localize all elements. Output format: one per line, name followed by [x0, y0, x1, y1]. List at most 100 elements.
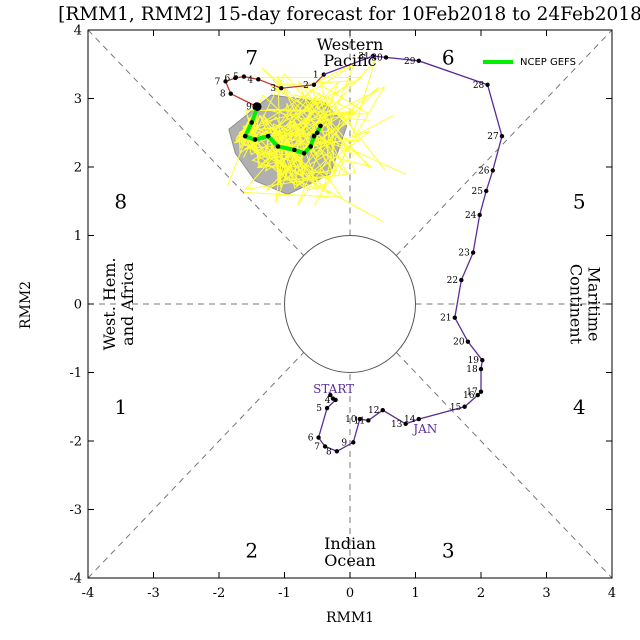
jan-day-label-20: 20: [453, 338, 465, 348]
feb-day-point-7: [223, 79, 228, 84]
jan-day-point-9: [351, 440, 356, 445]
feb-day-point-5: [241, 74, 247, 79]
feb-day-label-7: 7: [215, 77, 221, 87]
ensemble-mean-point-10: [311, 133, 317, 139]
y-tick-label-0: -4: [69, 572, 82, 587]
x-tick-label-6: 2: [477, 586, 485, 601]
y-tick-label-8: 4: [74, 24, 82, 39]
ensemble-mean-point-6: [275, 144, 281, 149]
unit-circle: [284, 235, 416, 373]
jan-day-point-24: [477, 212, 482, 218]
jan-day-label-18: 18: [466, 365, 478, 375]
jan-day-label-28: 28: [473, 81, 485, 91]
jan-day-label-13: 13: [391, 420, 403, 430]
jan-day-label-22: 22: [447, 276, 458, 286]
phase-label-7: 7: [245, 45, 258, 69]
ensemble-mean: [242, 106, 323, 156]
feb-day-point-6: [233, 75, 238, 81]
jan-day-point-18: [478, 366, 484, 372]
jan-trajectory-line: [317, 55, 503, 452]
x-axis-label: RMM1: [326, 610, 374, 626]
jan-day-label-30: 30: [371, 53, 383, 63]
x-tick-label-1: -3: [147, 586, 160, 601]
phase-label-8: 8: [114, 189, 127, 213]
phase-guides: [87, 29, 613, 579]
jan-day-point-6: [316, 435, 321, 440]
jan-day-point-19: [480, 357, 485, 363]
phase-label-3: 3: [442, 539, 455, 563]
jan-day-label-31: 31: [358, 52, 369, 62]
jan-day-point-28: [485, 82, 490, 88]
region-label-right-1: Maritime: [585, 267, 604, 342]
phase-label-6: 6: [442, 45, 455, 69]
jan-day-point-29: [416, 58, 421, 64]
y-tick-label-3: -1: [69, 366, 82, 381]
region-label-left: West. Hem. and Africa: [100, 257, 137, 350]
jan-day-point-22: [459, 277, 464, 283]
y-tick-label-6: 2: [74, 161, 82, 176]
jan-day-point-17: [478, 389, 484, 394]
jan-day-point-25: [484, 188, 489, 194]
start-point-2: [330, 396, 336, 401]
phase-label-5: 5: [573, 189, 586, 213]
feb-day-label-4: 4: [247, 75, 253, 85]
jan-day-point-7: [322, 444, 328, 449]
ensemble-mean-point-11: [314, 130, 320, 136]
phase-boundary-7: [395, 352, 613, 579]
jan-day-label-14: 14: [404, 415, 416, 425]
phase-boundary-4: [87, 352, 305, 579]
x-tick-label-5: 1: [411, 586, 419, 601]
jan-day-label-4: 4: [325, 396, 331, 406]
jan-day-label-19: 19: [468, 356, 480, 366]
ensemble-mean-point-12: [318, 123, 323, 129]
jan-day-label-5: 5: [316, 404, 322, 414]
jan-day-label-21: 21: [440, 314, 451, 324]
phase-boundary-5: [395, 29, 613, 256]
ensemble-member-10: [246, 97, 361, 204]
jan-day-point-13: [403, 421, 408, 427]
legend: NCEP GEFS: [483, 57, 576, 68]
region-label-bottom-2: Ocean: [324, 551, 375, 570]
y-axis-label: RMM2: [18, 281, 34, 329]
jan-day-label-10: 10: [345, 415, 357, 425]
ensemble-mean-point-2: [249, 120, 255, 125]
jan-day-point-23: [470, 250, 476, 255]
feb-day-point-4: [256, 77, 261, 82]
x-tick-label-7: 3: [542, 586, 550, 601]
region-label-right-2: Continent: [567, 264, 586, 345]
month-connector-line: [323, 55, 374, 76]
start-point-1: [328, 392, 333, 398]
jan-day-point-27: [499, 133, 505, 139]
x-tick-label-0: -4: [82, 586, 95, 601]
jan-day-point-26: [490, 168, 495, 173]
feb-day-label-9: 9: [246, 103, 252, 113]
jan-day-point-21: [452, 315, 457, 320]
feb-day-point-3: [279, 86, 284, 91]
jan-day-label-15: 15: [450, 403, 462, 413]
jan-day-point-30: [383, 55, 389, 60]
ensemble-mean-point-9: [308, 144, 314, 149]
jan-day-point-11: [366, 418, 371, 423]
jan-day-label-25: 25: [472, 187, 484, 197]
jan-day-label-9: 9: [341, 438, 347, 448]
jan-day-label-23: 23: [458, 249, 470, 259]
region-label-top-1: Western: [317, 35, 384, 54]
region-label-left-2: and Africa: [118, 262, 137, 346]
jan-day-point-5: [324, 405, 330, 411]
feb-day-label-3: 3: [270, 84, 276, 94]
y-tick-label-4: 0: [74, 298, 82, 313]
phase-label-1: 1: [114, 395, 127, 419]
x-tick-label-3: -1: [278, 586, 291, 601]
y-tick-label-7: 3: [74, 92, 82, 107]
ensemble-mean-point-5: [265, 133, 271, 139]
phase-label-2: 2: [245, 539, 258, 563]
y-tick-label-5: 1: [74, 229, 82, 244]
ensemble-mean-point-7: [292, 147, 297, 153]
ensemble-mean-point-1: [254, 106, 260, 112]
jan-day-label-8: 8: [326, 447, 332, 457]
x-tick-label-2: -2: [213, 586, 226, 601]
